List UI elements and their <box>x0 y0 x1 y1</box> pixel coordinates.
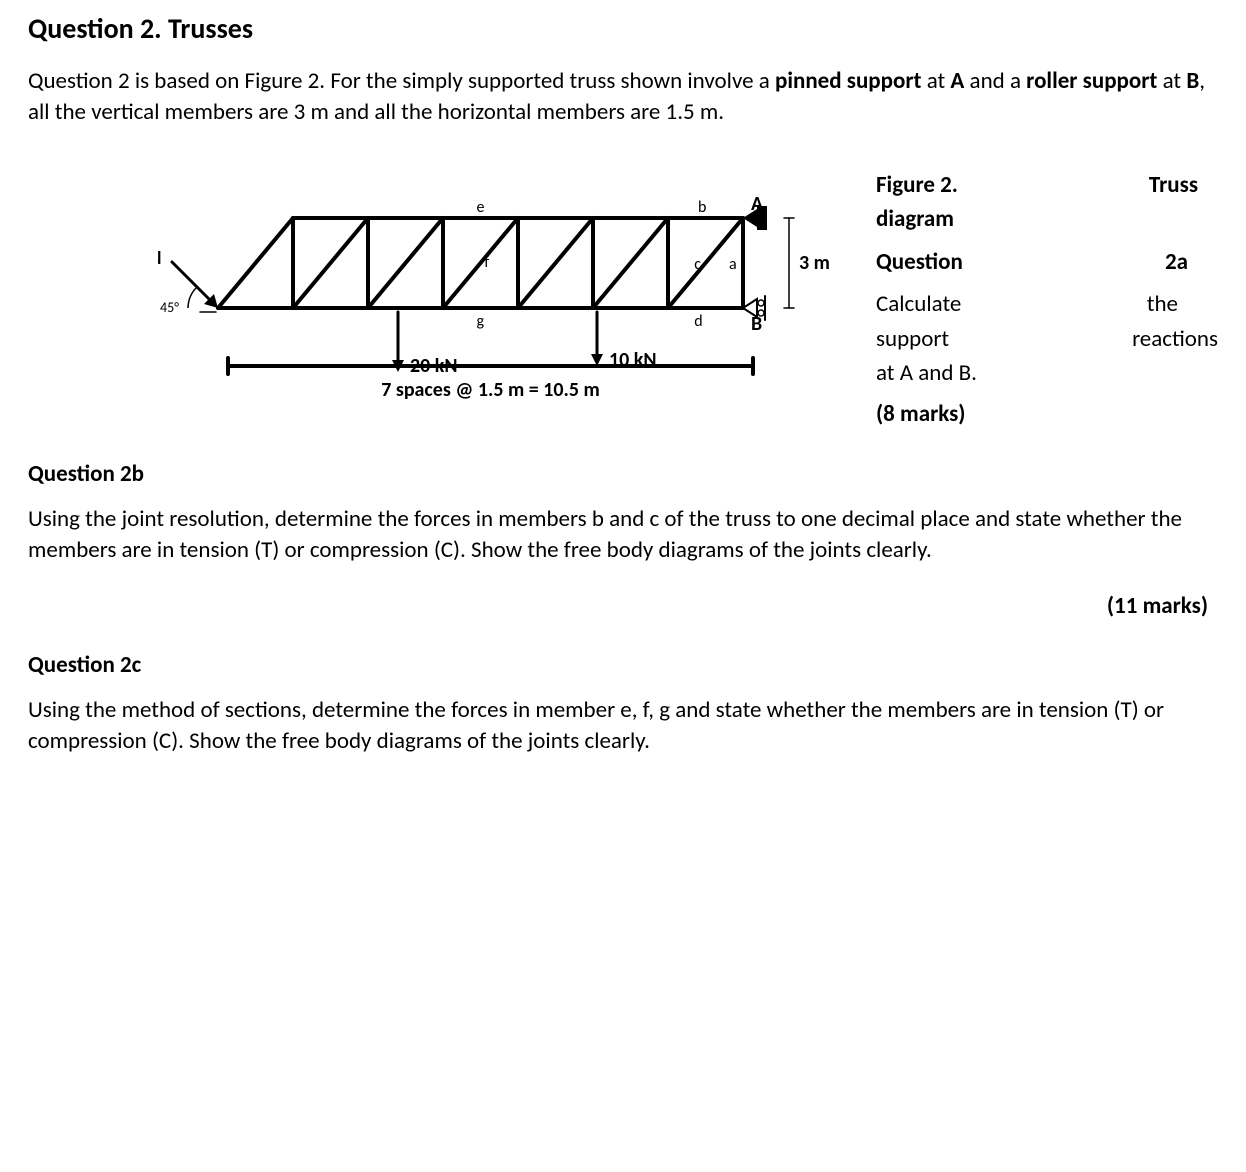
svg-text:B: B <box>751 312 762 336</box>
svg-text:e: e <box>477 198 485 217</box>
truss-figure: 20 kN45°20 kN10 kNefgbAcadB3 m7 spaces @… <box>158 168 858 423</box>
fig-line-1: Figure 2. Truss <box>876 168 1218 203</box>
q2b-text: Using the joint resolution, determine th… <box>28 504 1218 566</box>
svg-text:c: c <box>694 255 701 274</box>
svg-text:45°: 45° <box>160 299 179 316</box>
svg-text:A: A <box>751 192 764 216</box>
q2b-heading: Question 2b <box>28 459 1218 490</box>
svg-text:d: d <box>694 312 702 331</box>
question-title: Question 2. Trusses <box>28 10 1218 48</box>
marks-2b: (11 marks) <box>28 591 1218 622</box>
figure-block: 20 kN45°20 kN10 kNefgbAcadB3 m7 spaces @… <box>28 168 1218 432</box>
figure-wrap-text: 20 kN45°20 kN10 kNefgbAcadB3 m7 spaces @… <box>28 168 1218 432</box>
page: Question 2. Trusses Question 2 is based … <box>0 0 1246 1172</box>
svg-text:a: a <box>729 255 737 274</box>
svg-text:3 m: 3 m <box>799 251 830 275</box>
svg-text:20 kN: 20 kN <box>158 246 162 270</box>
q2a-line-2: support reactions <box>876 322 1218 357</box>
fig-line-3: Question 2a <box>876 245 1218 280</box>
svg-text:10 kN: 10 kN <box>609 348 657 372</box>
svg-text:g: g <box>477 312 485 331</box>
q2c-heading: Question 2c <box>28 650 1218 681</box>
svg-text:b: b <box>698 198 706 217</box>
svg-text:f: f <box>484 253 489 272</box>
truss-svg: 20 kN45°20 kN10 kNefgbAcadB3 m7 spaces @… <box>158 168 858 423</box>
svg-text:7 spaces @ 1.5 m = 10.5 m: 7 spaces @ 1.5 m = 10.5 m <box>381 378 600 402</box>
q2a-line-1: Calculate the <box>876 287 1218 322</box>
intro-paragraph: Question 2 is based on Figure 2. For the… <box>28 66 1218 128</box>
q2c-text: Using the method of sections, determine … <box>28 695 1218 757</box>
